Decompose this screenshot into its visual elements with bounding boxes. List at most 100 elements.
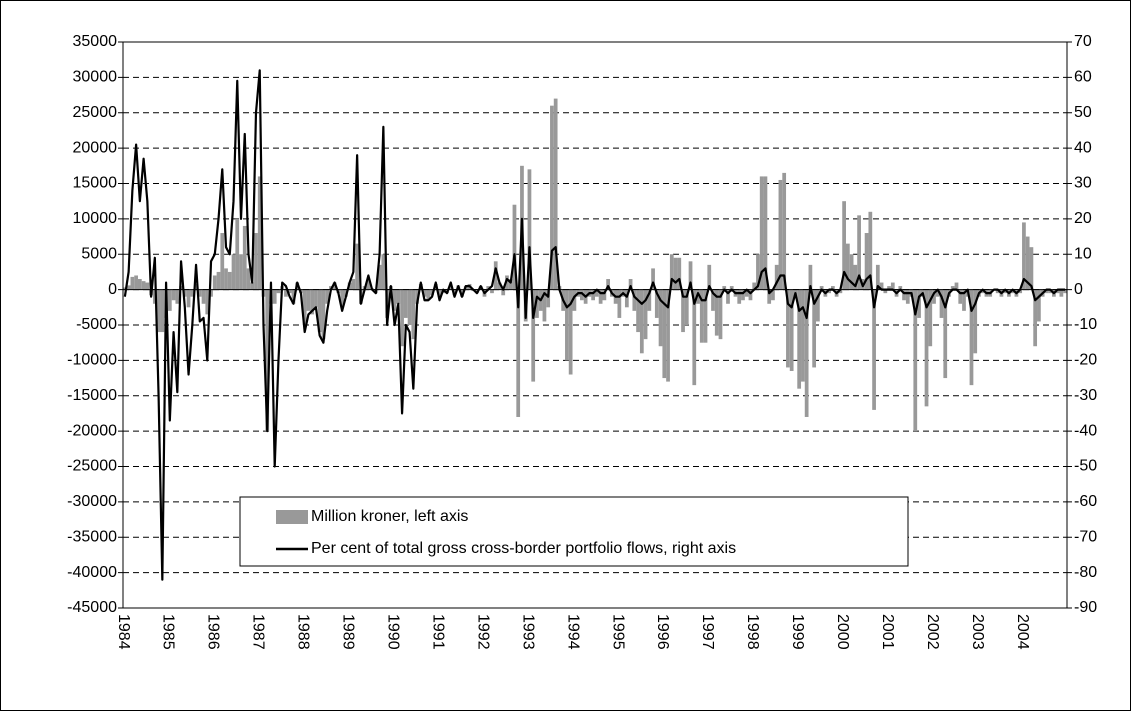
x-tick-label: 1984: [115, 614, 132, 650]
bar: [677, 257, 682, 290]
line: [123, 69, 1066, 581]
bar: [415, 289, 419, 304]
bar: [759, 176, 764, 290]
bar: [864, 233, 869, 290]
bar: [332, 282, 337, 290]
bar: [995, 289, 1000, 294]
y2-tick-label: -30: [1074, 387, 1097, 404]
bar: [377, 264, 382, 290]
bar: [437, 289, 442, 297]
bar: [617, 289, 622, 318]
bar: [568, 289, 573, 375]
bar: [542, 289, 547, 322]
bar: [699, 289, 704, 343]
bar: [497, 282, 502, 290]
bar: [669, 254, 674, 290]
bar: [842, 201, 846, 290]
y-tick-label: 15000: [73, 175, 118, 192]
bar: [381, 254, 386, 290]
bar: [216, 271, 221, 290]
bar: [531, 289, 536, 382]
y2-tick-label: 10: [1074, 245, 1092, 262]
y-tick-label: 5000: [81, 245, 117, 262]
y2-tick-label: -20: [1074, 352, 1097, 369]
bar: [501, 289, 506, 296]
bar: [231, 254, 236, 290]
y-tick-label: 0: [108, 281, 117, 298]
bar: [654, 289, 659, 318]
x-tick-label: 1997: [699, 614, 716, 650]
x-tick-label: 1987: [250, 614, 267, 650]
bar: [366, 279, 371, 290]
bar: [662, 289, 667, 379]
bar: [126, 285, 131, 290]
plot-border: [122, 41, 1068, 609]
bar: [197, 289, 202, 297]
x-tick-label: 1989: [340, 614, 357, 650]
y-tick-label: -25000: [67, 458, 117, 475]
y2-tick-label: 40: [1074, 139, 1092, 156]
bar: [257, 176, 262, 290]
bar: [958, 289, 963, 304]
bar: [1055, 289, 1060, 294]
y-tick-label: 25000: [73, 104, 118, 121]
bar: [692, 289, 697, 386]
bar: [1037, 289, 1041, 322]
bar: [681, 289, 685, 333]
bar: [265, 289, 270, 432]
bar: [156, 289, 161, 333]
bar: [666, 289, 670, 382]
bar: [598, 289, 603, 304]
bar: [595, 289, 599, 297]
bar: [729, 286, 734, 290]
bar: [714, 289, 719, 336]
bar: [887, 286, 891, 290]
y2-tick-label: -40: [1074, 422, 1097, 439]
bar: [1018, 289, 1023, 294]
bar: [1025, 236, 1030, 290]
bar: [913, 289, 918, 432]
bar: [703, 289, 708, 343]
bar: [508, 279, 513, 290]
y-tick-label: 30000: [73, 69, 118, 86]
bar: [819, 286, 824, 290]
x-tick-label: 1999: [789, 614, 806, 650]
y2-tick-label: -80: [1074, 564, 1097, 581]
bar: [943, 289, 948, 379]
bar: [1048, 289, 1053, 294]
y-tick-label: -20000: [67, 422, 117, 439]
bar: [632, 289, 637, 311]
y2-tick-label: -10: [1074, 316, 1097, 333]
bar: [580, 289, 584, 301]
bar: [639, 289, 644, 354]
bar: [853, 264, 858, 290]
legend-label: Per cent of total gross cross-border por…: [311, 540, 736, 557]
y2-tick-label: 30: [1074, 175, 1092, 192]
bar: [246, 268, 251, 290]
bar: [868, 211, 873, 290]
bar: [782, 172, 787, 290]
bar: [340, 289, 345, 308]
bar: [1010, 289, 1015, 294]
bar: [684, 289, 689, 325]
bar: [797, 289, 802, 389]
bar: [801, 289, 805, 382]
x-tick-label: 2002: [924, 614, 941, 650]
bar: [838, 289, 843, 294]
bar: [220, 233, 225, 290]
bar: [748, 289, 753, 301]
y2-tick-label: 60: [1074, 69, 1092, 86]
legend-label: Million kroner, left axis: [311, 508, 468, 525]
bar: [932, 289, 936, 304]
x-tick-label: 1996: [654, 614, 671, 650]
bar: [688, 261, 693, 290]
bar: [194, 283, 198, 290]
bar: [636, 289, 640, 333]
bar: [883, 289, 888, 294]
y2-tick-label: -60: [1074, 493, 1097, 510]
bar: [786, 289, 790, 368]
y2-tick-label: -50: [1074, 458, 1097, 475]
bar: [935, 289, 940, 297]
bar: [145, 282, 150, 290]
